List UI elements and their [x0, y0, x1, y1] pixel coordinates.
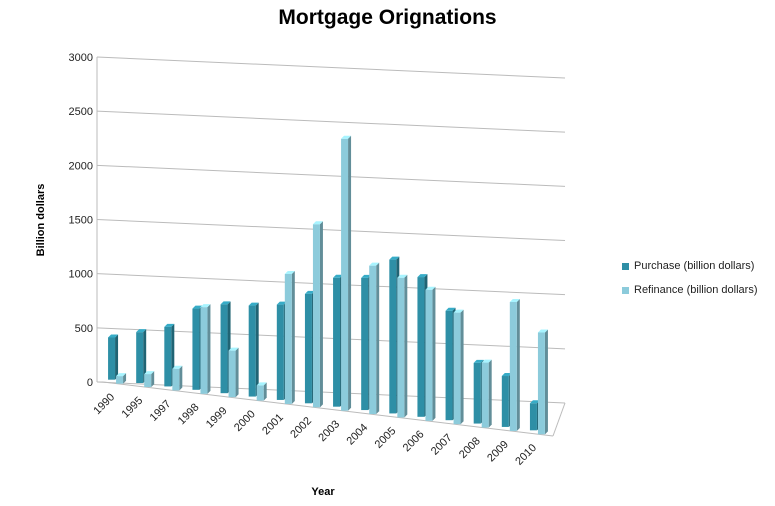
chart-title: Mortgage Orignations [278, 6, 497, 29]
bar-refinance-1995 [144, 371, 155, 388]
y-tick-label: 500 [75, 323, 93, 335]
x-axis-title: Year [311, 486, 335, 498]
gridline [96, 273, 566, 296]
legend: Purchase (billion dollars) Refinance (bi… [622, 258, 758, 306]
y-tick-label: 2000 [69, 160, 93, 172]
x-tick-label: 1995 [120, 395, 146, 421]
bar-refinance-1999 [228, 347, 239, 398]
bar-refinance-2000 [256, 382, 267, 401]
x-tick-label: 2008 [457, 435, 483, 461]
x-tick-label: 2003 [316, 418, 342, 444]
y-tick-label: 0 [87, 377, 93, 389]
bar-refinance-2010 [537, 329, 548, 435]
legend-item-refinance: Refinance (billion dollars) [622, 282, 758, 298]
bar-refinance-1997 [172, 365, 183, 391]
x-tick-label: 2007 [429, 432, 455, 458]
bars [108, 135, 548, 435]
gridline [96, 219, 566, 241]
legend-label-purchase: Purchase (billion dollars) [634, 260, 755, 272]
bar-refinance-2002 [312, 221, 323, 408]
floor-right-edge [552, 402, 566, 437]
x-tick-label: 1998 [176, 401, 202, 427]
bar-purchase-1990 [108, 334, 119, 380]
gridline [96, 56, 566, 79]
gridline [96, 327, 566, 350]
x-tick-label: 1997 [148, 398, 174, 424]
x-tick-label: 2002 [288, 415, 314, 441]
x-tick-label: 2004 [345, 422, 371, 448]
bar-refinance-2001 [284, 270, 295, 404]
bar-refinance-2003 [341, 135, 352, 411]
bar-refinance-1990 [116, 373, 127, 384]
x-tick-label: 2010 [513, 442, 539, 468]
y-axis-title: Billion dollars [35, 184, 47, 257]
bar-refinance-2007 [453, 309, 464, 425]
bar-refinance-2004 [369, 262, 380, 415]
x-tick-label: 2006 [401, 428, 427, 454]
bar-refinance-2009 [509, 299, 520, 431]
bar-refinance-1998 [200, 304, 211, 394]
y-tick-label: 1000 [69, 269, 93, 281]
y-tick-label: 1500 [69, 215, 93, 227]
bar-purchase-2000 [248, 302, 259, 397]
bar-refinance-2008 [481, 359, 492, 428]
bar-refinance-2006 [425, 286, 436, 421]
x-tick-label: 1990 [91, 391, 117, 417]
x-tick-label: 2000 [232, 408, 258, 434]
gridline [96, 110, 566, 133]
y-tick-label: 2500 [69, 106, 93, 118]
bar-refinance-2005 [397, 274, 408, 418]
x-tick-label: 2001 [260, 412, 286, 438]
legend-label-refinance: Refinance (billion dollars) [634, 284, 758, 296]
x-tick-label: 2005 [373, 425, 399, 451]
floor-front-edge [102, 381, 554, 437]
y-tick-label: 3000 [69, 52, 93, 64]
gridline [96, 164, 566, 187]
x-tick-label: 1999 [204, 405, 230, 431]
legend-swatch-purchase [622, 262, 629, 270]
x-tick-label: 2009 [485, 439, 511, 465]
legend-swatch-refinance [622, 286, 629, 294]
legend-item-purchase: Purchase (billion dollars) [622, 258, 758, 274]
bar-purchase-1995 [136, 329, 147, 384]
